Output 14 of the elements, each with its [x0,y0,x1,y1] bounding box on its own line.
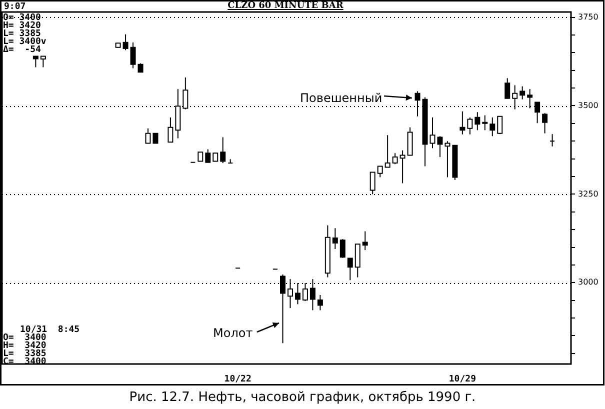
y-tick-label: 3000 [578,278,598,287]
text: 9:07 [4,2,26,12]
chart-title: CLZO 60 MINUTE BAR [228,1,344,11]
text: Рис. 12.7. Нефть, часовой график, октябрь 1990 г. [128,390,477,405]
candlestick [550,134,556,147]
y-tick-label: 3500 [578,100,598,110]
annotation: Молот [213,326,253,340]
x-tick-label: 10/29 [448,374,476,385]
x-tick-label: 10/22 [224,374,252,385]
y-tick-label: 3750 [578,12,598,22]
annotation: L= 3400v [3,37,46,47]
annotation: Δ= -54 [3,45,41,55]
annotation: Повешенный [300,91,382,105]
y-tick-label: 3250 [578,189,598,198]
